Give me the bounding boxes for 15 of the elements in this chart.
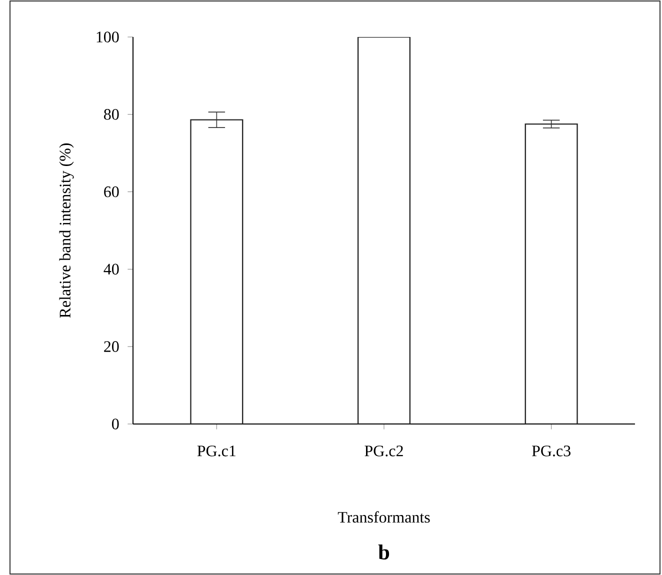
x-tick-label: PG.c2 — [364, 446, 403, 456]
y-tick-label: 40 — [104, 264, 119, 275]
y-tick-label: 0 — [112, 418, 119, 430]
y-tick-label: 60 — [104, 186, 119, 198]
x-tick-label: PG.c1 — [197, 446, 236, 456]
y-axis-title: Relative band intensity (%) — [59, 143, 74, 318]
x-tick-label: PG.c3 — [532, 446, 570, 456]
bar — [524, 123, 578, 424]
x-axis-title: Transformants — [338, 511, 430, 523]
y-tick-label: 100 — [96, 32, 119, 42]
text: b — [378, 544, 390, 560]
bar — [190, 119, 244, 424]
y-tick-label: 20 — [104, 341, 119, 352]
bar — [357, 36, 411, 424]
y-tick-label: 80 — [104, 108, 119, 120]
